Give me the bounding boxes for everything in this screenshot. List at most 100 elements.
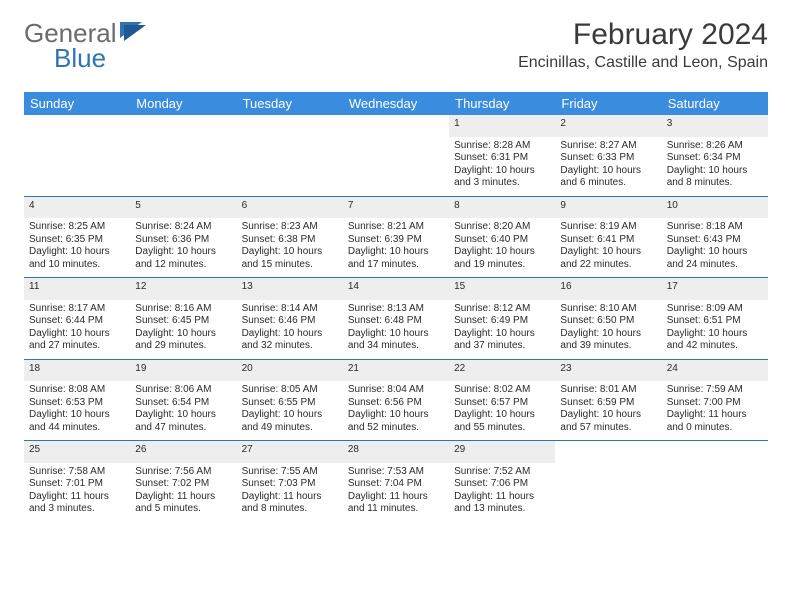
- sunrise-line: Sunrise: 8:23 AM: [242, 221, 338, 234]
- daylight-line-1: Daylight: 11 hours: [135, 491, 231, 504]
- daynum-row: 18192021222324: [24, 359, 768, 381]
- daylight-line-1: Daylight: 10 hours: [560, 409, 656, 422]
- day-content-cell: Sunrise: 8:13 AMSunset: 6:48 PMDaylight:…: [343, 300, 449, 360]
- daylight-line-2: and 42 minutes.: [667, 340, 763, 353]
- day-number-cell: 16: [555, 278, 661, 300]
- location-subtitle: Encinillas, Castille and Leon, Spain: [518, 54, 768, 72]
- day-number-cell: [24, 115, 130, 137]
- daylight-line-1: Daylight: 10 hours: [242, 409, 338, 422]
- day-number-cell: [343, 115, 449, 137]
- sunrise-line: Sunrise: 8:19 AM: [560, 221, 656, 234]
- sunset-line: Sunset: 7:00 PM: [667, 397, 763, 410]
- sunrise-line: Sunrise: 8:12 AM: [454, 303, 550, 316]
- daylight-line-1: Daylight: 10 hours: [454, 328, 550, 341]
- calendar-body: 123Sunrise: 8:28 AMSunset: 6:31 PMDaylig…: [24, 115, 768, 522]
- daylight-line-1: Daylight: 10 hours: [135, 409, 231, 422]
- day-content-cell: Sunrise: 8:26 AMSunset: 6:34 PMDaylight:…: [662, 137, 768, 197]
- day-content-cell: Sunrise: 7:55 AMSunset: 7:03 PMDaylight:…: [237, 463, 343, 522]
- sunset-line: Sunset: 6:40 PM: [454, 234, 550, 247]
- month-title: February 2024: [518, 18, 768, 52]
- daylight-line-2: and 39 minutes.: [560, 340, 656, 353]
- day-content-row: Sunrise: 8:28 AMSunset: 6:31 PMDaylight:…: [24, 137, 768, 197]
- day-number-cell: 23: [555, 359, 661, 381]
- day-content-cell: Sunrise: 8:28 AMSunset: 6:31 PMDaylight:…: [449, 137, 555, 197]
- daylight-line-2: and 52 minutes.: [348, 422, 444, 435]
- daylight-line-2: and 57 minutes.: [560, 422, 656, 435]
- daylight-line-1: Daylight: 10 hours: [454, 246, 550, 259]
- logo: General Blue: [24, 18, 148, 74]
- daylight-line-2: and 0 minutes.: [667, 422, 763, 435]
- day-content-cell: Sunrise: 8:24 AMSunset: 6:36 PMDaylight:…: [130, 218, 236, 278]
- sunrise-line: Sunrise: 7:59 AM: [667, 384, 763, 397]
- sunset-line: Sunset: 6:39 PM: [348, 234, 444, 247]
- day-content-cell: Sunrise: 7:53 AMSunset: 7:04 PMDaylight:…: [343, 463, 449, 522]
- day-number-cell: 27: [237, 441, 343, 463]
- daylight-line-2: and 17 minutes.: [348, 259, 444, 272]
- day-number-cell: 15: [449, 278, 555, 300]
- sunrise-line: Sunrise: 8:24 AM: [135, 221, 231, 234]
- day-number-cell: 6: [237, 196, 343, 218]
- daylight-line-1: Daylight: 10 hours: [667, 328, 763, 341]
- day-number-cell: 11: [24, 278, 130, 300]
- sunrise-line: Sunrise: 8:01 AM: [560, 384, 656, 397]
- day-content-row: Sunrise: 7:58 AMSunset: 7:01 PMDaylight:…: [24, 463, 768, 522]
- day-content-cell: [237, 137, 343, 197]
- day-content-cell: Sunrise: 8:09 AMSunset: 6:51 PMDaylight:…: [662, 300, 768, 360]
- sunrise-line: Sunrise: 8:06 AM: [135, 384, 231, 397]
- day-content-cell: Sunrise: 7:56 AMSunset: 7:02 PMDaylight:…: [130, 463, 236, 522]
- day-content-cell: Sunrise: 8:08 AMSunset: 6:53 PMDaylight:…: [24, 381, 130, 441]
- day-number-cell: 26: [130, 441, 236, 463]
- sunset-line: Sunset: 6:56 PM: [348, 397, 444, 410]
- day-number-cell: 13: [237, 278, 343, 300]
- sunrise-line: Sunrise: 8:02 AM: [454, 384, 550, 397]
- day-content-cell: Sunrise: 8:23 AMSunset: 6:38 PMDaylight:…: [237, 218, 343, 278]
- day-number-cell: 4: [24, 196, 130, 218]
- day-number-cell: 20: [237, 359, 343, 381]
- daylight-line-1: Daylight: 10 hours: [454, 409, 550, 422]
- daylight-line-1: Daylight: 10 hours: [560, 328, 656, 341]
- day-number-cell: 2: [555, 115, 661, 137]
- day-number-cell: 7: [343, 196, 449, 218]
- daylight-line-1: Daylight: 10 hours: [667, 246, 763, 259]
- day-number-cell: 22: [449, 359, 555, 381]
- daylight-line-2: and 29 minutes.: [135, 340, 231, 353]
- day-content-cell: Sunrise: 8:19 AMSunset: 6:41 PMDaylight:…: [555, 218, 661, 278]
- day-content-row: Sunrise: 8:08 AMSunset: 6:53 PMDaylight:…: [24, 381, 768, 441]
- day-number-cell: 14: [343, 278, 449, 300]
- daylight-line-2: and 27 minutes.: [29, 340, 125, 353]
- daylight-line-1: Daylight: 11 hours: [454, 491, 550, 504]
- day-number-cell: 25: [24, 441, 130, 463]
- daylight-line-1: Daylight: 11 hours: [348, 491, 444, 504]
- day-header: Monday: [130, 92, 236, 115]
- daylight-line-1: Daylight: 10 hours: [242, 328, 338, 341]
- day-content-cell: [662, 463, 768, 522]
- day-header: Tuesday: [237, 92, 343, 115]
- sunset-line: Sunset: 7:02 PM: [135, 478, 231, 491]
- daylight-line-2: and 12 minutes.: [135, 259, 231, 272]
- sunrise-line: Sunrise: 8:10 AM: [560, 303, 656, 316]
- day-content-cell: Sunrise: 8:18 AMSunset: 6:43 PMDaylight:…: [662, 218, 768, 278]
- day-number-cell: 8: [449, 196, 555, 218]
- day-number-cell: 21: [343, 359, 449, 381]
- day-header: Saturday: [662, 92, 768, 115]
- daylight-line-1: Daylight: 10 hours: [135, 246, 231, 259]
- daylight-line-1: Daylight: 11 hours: [29, 491, 125, 504]
- day-content-cell: Sunrise: 8:25 AMSunset: 6:35 PMDaylight:…: [24, 218, 130, 278]
- day-content-cell: [343, 137, 449, 197]
- sunset-line: Sunset: 6:36 PM: [135, 234, 231, 247]
- day-number-cell: 10: [662, 196, 768, 218]
- day-content-cell: Sunrise: 8:12 AMSunset: 6:49 PMDaylight:…: [449, 300, 555, 360]
- day-content-cell: Sunrise: 8:10 AMSunset: 6:50 PMDaylight:…: [555, 300, 661, 360]
- sunset-line: Sunset: 7:01 PM: [29, 478, 125, 491]
- day-content-cell: Sunrise: 8:04 AMSunset: 6:56 PMDaylight:…: [343, 381, 449, 441]
- day-content-cell: [130, 137, 236, 197]
- calendar-table: Sunday Monday Tuesday Wednesday Thursday…: [24, 92, 768, 522]
- daylight-line-2: and 13 minutes.: [454, 503, 550, 516]
- sunrise-line: Sunrise: 8:05 AM: [242, 384, 338, 397]
- day-number-cell: 29: [449, 441, 555, 463]
- daylight-line-2: and 5 minutes.: [135, 503, 231, 516]
- daylight-line-2: and 15 minutes.: [242, 259, 338, 272]
- sunrise-line: Sunrise: 8:28 AM: [454, 140, 550, 153]
- sunrise-line: Sunrise: 8:08 AM: [29, 384, 125, 397]
- sunrise-line: Sunrise: 8:20 AM: [454, 221, 550, 234]
